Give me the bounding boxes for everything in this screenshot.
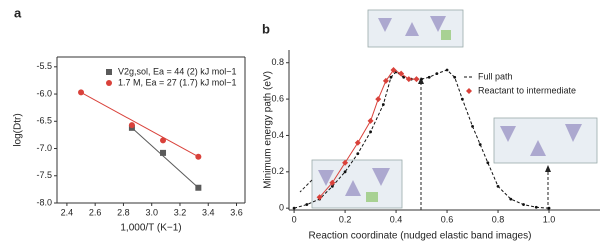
- data-point: [460, 97, 464, 101]
- legend-label: Full path: [478, 71, 513, 81]
- data-point: [292, 206, 296, 210]
- data-point: [405, 76, 412, 83]
- data-point: [522, 203, 525, 206]
- data-point: [330, 184, 334, 188]
- data-point: [486, 161, 490, 165]
- x-axis-title: Reaction coordinate (nudged elastic band…: [309, 231, 532, 242]
- data-point: [390, 67, 397, 73]
- data-point: [329, 179, 336, 186]
- data-point: [381, 103, 385, 106]
- polyhedron: [345, 180, 361, 196]
- data-point: [343, 170, 347, 174]
- fit-line: [80, 91, 199, 158]
- data-point: [496, 184, 500, 188]
- data-point: [427, 75, 431, 79]
- data-point: [367, 117, 374, 124]
- data-point: [354, 139, 361, 146]
- polyhedron: [430, 16, 446, 32]
- polyhedron: [500, 126, 516, 142]
- data-point: [453, 75, 457, 79]
- y-tick-label: 0: [279, 203, 284, 213]
- y-tick-label: -5.5: [36, 61, 52, 71]
- x-tick-label: 1.0: [543, 214, 556, 224]
- polyhedron: [530, 140, 546, 156]
- data-point: [382, 77, 389, 84]
- x-tick-label: 0.4: [390, 214, 403, 224]
- arrow-head: [545, 165, 551, 172]
- y-tick-label: 0.6: [271, 93, 284, 103]
- y-tick-label: -7.0: [36, 143, 52, 153]
- data-point: [547, 206, 551, 210]
- highlight: [441, 30, 451, 40]
- x-tick-label: 3.2: [174, 207, 187, 217]
- data-point: [471, 124, 474, 128]
- x-tick-label: 0.2: [339, 214, 352, 224]
- legend-label: 1.7 M, Ea = 27 (1.7) kJ mol−1: [118, 77, 237, 87]
- y-tick-label: -6.5: [36, 116, 52, 126]
- y-tick-label: 0.2: [271, 166, 284, 176]
- y-tick-label: 0.4: [271, 130, 284, 140]
- legend-label: Reactant to intermediate: [478, 85, 576, 95]
- polyhedron: [378, 18, 392, 32]
- data-point: [445, 68, 449, 72]
- data-point: [398, 70, 405, 77]
- data-point: [316, 194, 323, 201]
- y-tick-label: -7.5: [36, 170, 52, 180]
- fit-line: [131, 127, 199, 189]
- highlight: [366, 192, 378, 202]
- x-tick-label: 2.4: [61, 207, 74, 217]
- y-axis-title: log(Dtr): [13, 113, 24, 146]
- x-tick-label: 3.6: [230, 207, 243, 217]
- y-tick-label: -8.0: [36, 197, 52, 207]
- data-point: [195, 153, 202, 160]
- data-point: [509, 197, 513, 201]
- y-axis-title: Minimum energy path (eV): [263, 71, 274, 189]
- data-point: [478, 143, 482, 146]
- data-point: [342, 159, 349, 166]
- arrow-head: [418, 77, 424, 84]
- x-tick-label: 3.0: [145, 207, 158, 217]
- data-point: [534, 205, 538, 209]
- legend-marker: [106, 80, 112, 86]
- data-point: [413, 76, 420, 83]
- polyhedron: [372, 168, 390, 186]
- x-tick-label: 0: [292, 214, 297, 224]
- data-point: [305, 203, 309, 206]
- data-point: [160, 149, 167, 156]
- polyhedron: [405, 22, 419, 36]
- polyhedron: [565, 124, 582, 142]
- x-tick-label: 3.4: [202, 207, 215, 217]
- data-point: [356, 152, 360, 156]
- pointer-arrow: [299, 179, 313, 193]
- data-point: [402, 75, 406, 79]
- legend-label: V2g,sol, Ea = 44 (2) kJ mol−1: [118, 66, 237, 76]
- inset-image: [367, 9, 464, 48]
- y-tick-label: -6.0: [36, 88, 52, 98]
- data-point: [128, 122, 135, 129]
- legend-marker: [466, 88, 472, 94]
- x-axis-title: 1,000/T (K−1): [120, 223, 181, 234]
- data-point: [389, 75, 393, 79]
- x-tick-label: 0.6: [441, 214, 454, 224]
- legend-marker: [106, 69, 112, 75]
- data-point: [160, 137, 167, 144]
- polyhedron: [318, 170, 334, 186]
- y-tick-label: 0.8: [271, 57, 284, 67]
- x-tick-label: 2.6: [89, 207, 102, 217]
- panel-label: a: [14, 5, 22, 20]
- data-point: [375, 96, 382, 103]
- data-point: [420, 77, 423, 81]
- series-line: [293, 69, 550, 209]
- x-tick-label: 2.8: [117, 207, 130, 217]
- data-point: [435, 72, 439, 76]
- data-point: [78, 89, 85, 96]
- data-point: [369, 130, 372, 134]
- structure-insets: [299, 9, 598, 210]
- data-point: [195, 184, 202, 191]
- x-tick-label: 0.8: [492, 214, 505, 224]
- panel-label: b: [262, 21, 270, 36]
